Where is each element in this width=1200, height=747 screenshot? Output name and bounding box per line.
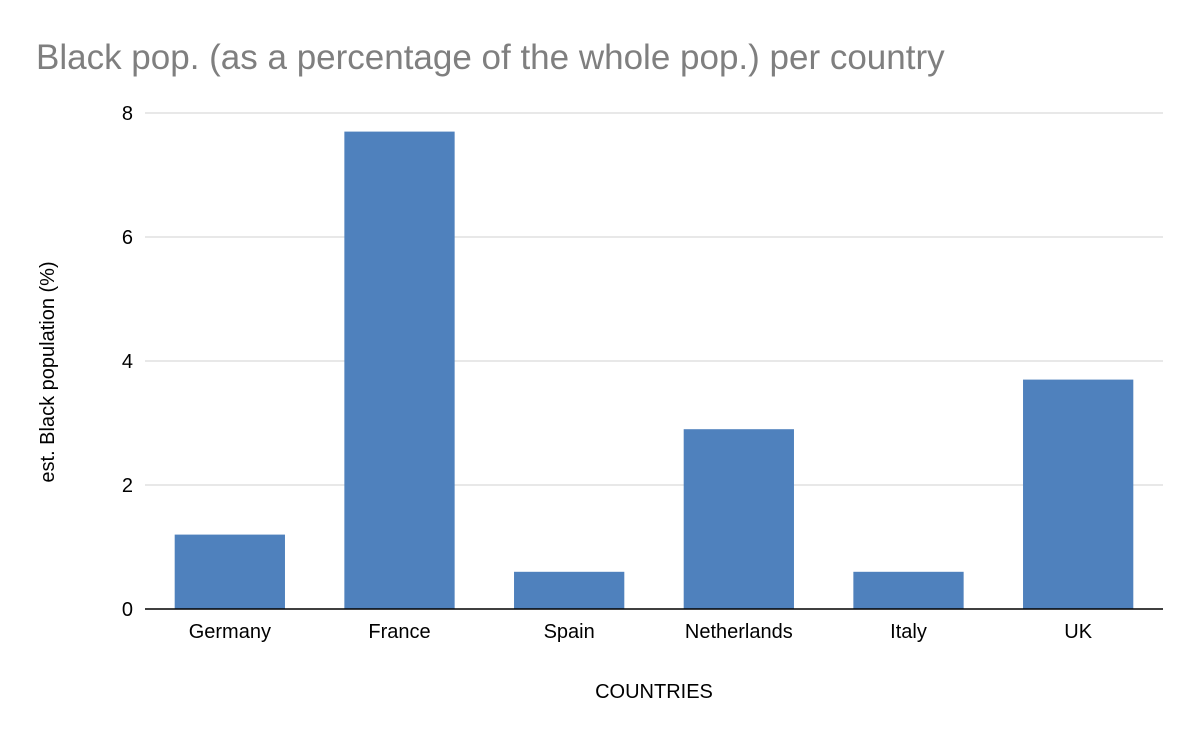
bar-uk [1023, 379, 1134, 609]
x-tick-label: Netherlands [685, 621, 793, 643]
y-axis-label: est. Black population (%) [37, 261, 59, 482]
y-tick-label: 0 [122, 599, 133, 621]
y-tick-label: 2 [122, 475, 133, 497]
bar-spain [514, 571, 625, 609]
y-tick-label: 8 [122, 103, 133, 125]
x-tick-label: Italy [890, 621, 927, 643]
x-tick-label: Spain [544, 621, 595, 643]
bar-netherlands [683, 429, 794, 609]
chart-title: Black pop. (as a percentage of the whole… [36, 38, 945, 77]
x-tick-label: Germany [189, 621, 271, 643]
x-tick-label: UK [1064, 621, 1092, 643]
x-tick-label: France [368, 621, 430, 643]
gridlines [145, 112, 1163, 486]
bar-france [344, 131, 455, 609]
bars [174, 131, 1134, 609]
x-axis-label: COUNTRIES [595, 681, 713, 703]
x-tick-labels: Germany France Spain Netherlands Italy UK [189, 621, 1093, 643]
bar-germany [174, 534, 285, 609]
y-tick-label: 6 [122, 227, 133, 249]
y-tick-labels: 0 2 4 6 8 [122, 103, 133, 621]
y-tick-label: 4 [122, 351, 133, 373]
bar-italy [853, 571, 964, 609]
